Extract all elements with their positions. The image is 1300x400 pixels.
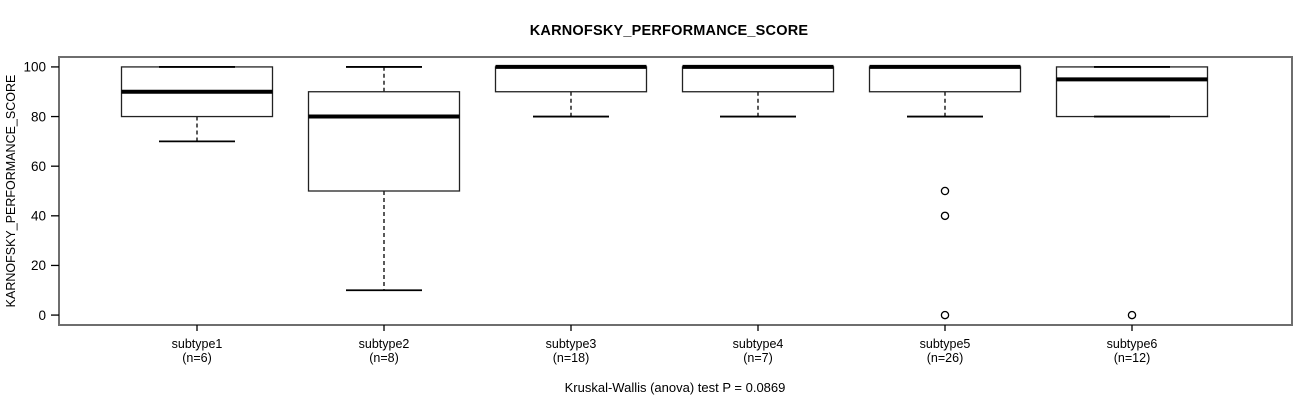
group-n-label: (n=6)	[182, 351, 212, 365]
group-n-label: (n=26)	[927, 351, 963, 365]
iqr-box	[681, 66, 835, 93]
plot-border	[58, 56, 1293, 326]
stat-test-annotation: Kruskal-Wallis (anova) test P = 0.0869	[565, 380, 786, 395]
group-label: subtype4	[733, 337, 784, 351]
y-tick-label: 0	[38, 308, 46, 323]
y-tick-label: 60	[31, 159, 46, 174]
box-group	[1055, 66, 1209, 320]
group-n-label: (n=8)	[369, 351, 399, 365]
box-group	[868, 64, 1022, 320]
box-group	[494, 64, 648, 118]
chart-title: KARNOFSKY_PERFORMANCE_SCORE	[530, 23, 809, 39]
outlier-point	[1127, 310, 1137, 320]
y-axis: 0 20 40 60 80 100	[23, 60, 59, 323]
group-label: subtype3	[546, 337, 597, 351]
group-label: subtype5	[920, 337, 971, 351]
iqr-box	[494, 66, 648, 93]
y-tick-label: 40	[31, 209, 46, 224]
iqr-box	[307, 91, 461, 192]
box-group	[307, 66, 461, 292]
y-tick-label: 80	[31, 109, 46, 124]
group-n-label: (n=7)	[743, 351, 773, 365]
box-group	[120, 66, 274, 143]
group-label: subtype1	[172, 337, 223, 351]
outlier-point	[940, 211, 950, 221]
y-axis-label: KARNOFSKY_PERFORMANCE_SCORE	[4, 75, 18, 308]
x-axis: subtype1(n=6) subtype2(n=8) subtype3(n=18)…	[172, 325, 1158, 365]
group-n-label: (n=12)	[1114, 351, 1150, 365]
group-label: subtype2	[359, 337, 410, 351]
box-series	[120, 64, 1209, 320]
y-tick-label: 20	[31, 258, 46, 273]
group-n-label: (n=18)	[553, 351, 589, 365]
box-group	[681, 64, 835, 118]
outlier-point	[940, 310, 950, 320]
iqr-box	[1055, 66, 1209, 118]
iqr-box	[868, 66, 1022, 93]
group-label: subtype6	[1107, 337, 1158, 351]
outlier-point	[940, 186, 950, 196]
y-tick-label: 100	[23, 60, 46, 75]
